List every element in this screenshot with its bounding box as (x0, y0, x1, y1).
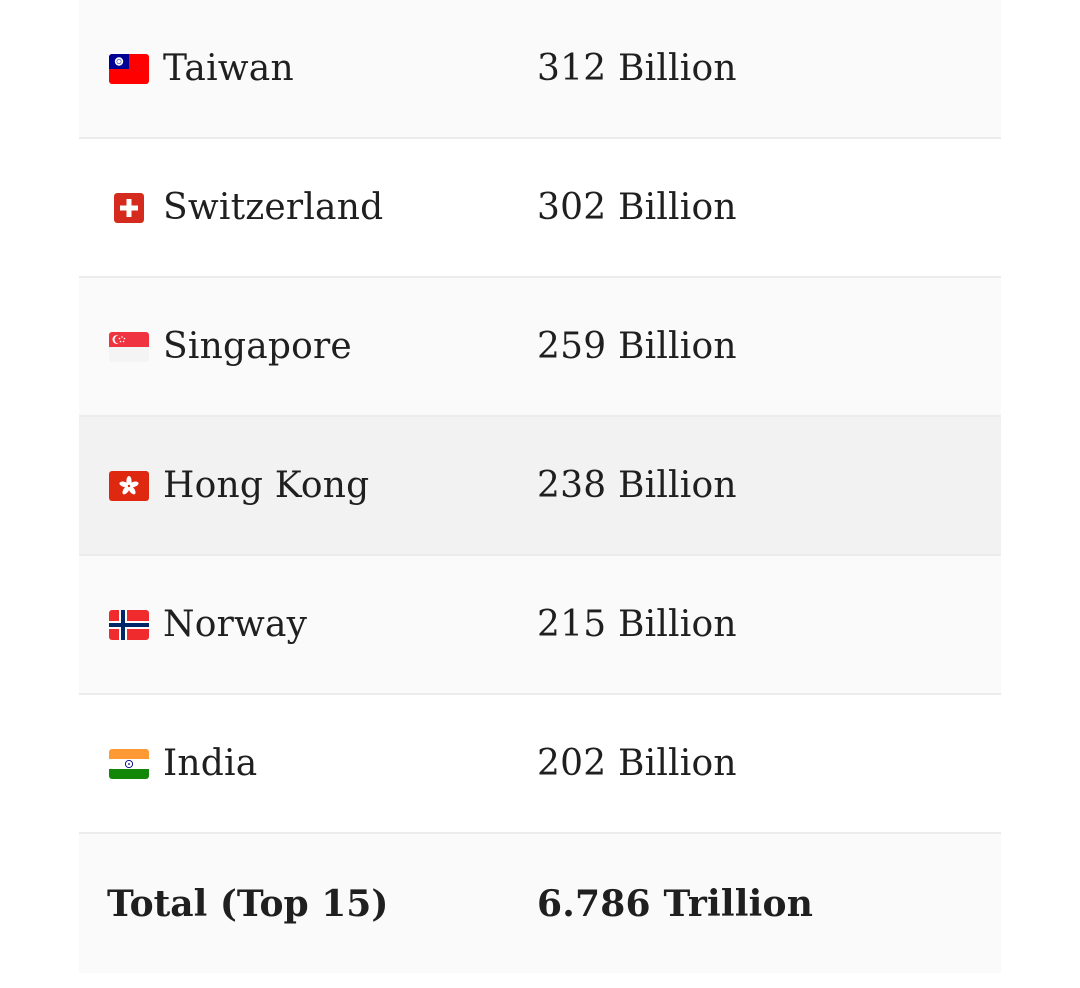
reserve-value: 302 Billion (537, 187, 737, 228)
table-row: Hong Kong 238 Billion (79, 417, 1001, 556)
country-name: Singapore (163, 326, 352, 367)
country-cell: Singapore (79, 326, 537, 367)
singapore-flag-icon (109, 331, 149, 362)
reserve-value: 202 Billion (537, 743, 737, 784)
reserve-value: 312 Billion (537, 48, 737, 89)
table-row: Switzerland 302 Billion (79, 139, 1001, 278)
india-flag-icon (109, 748, 149, 779)
total-label-cell: Total (Top 15) (79, 883, 537, 925)
country-cell: India (79, 743, 537, 784)
table-row: Norway 215 Billion (79, 556, 1001, 695)
table-row: Singapore 259 Billion (79, 278, 1001, 417)
total-label: Total (Top 15) (107, 882, 389, 925)
country-name: India (163, 743, 258, 784)
table-row: India 202 Billion (79, 695, 1001, 834)
country-name: Switzerland (163, 187, 384, 228)
norway-flag-icon (109, 609, 149, 640)
country-cell: Switzerland (79, 187, 537, 228)
total-row: Total (Top 15) 6.786 Trillion (79, 834, 1001, 973)
country-name: Taiwan (163, 48, 294, 89)
switzerland-flag-icon (114, 192, 144, 223)
total-value: 6.786 Trillion (537, 882, 814, 925)
reserves-table: Taiwan 312 Billion Switzerland 302 Billi… (79, 0, 1001, 973)
table-row: Taiwan 312 Billion (79, 0, 1001, 139)
country-cell: Hong Kong (79, 465, 537, 506)
country-name: Norway (163, 604, 308, 645)
reserve-value: 215 Billion (537, 604, 737, 645)
country-cell: Taiwan (79, 48, 537, 89)
country-cell: Norway (79, 604, 537, 645)
country-name: Hong Kong (163, 465, 370, 506)
reserve-value: 238 Billion (537, 465, 737, 506)
reserve-value: 259 Billion (537, 326, 737, 367)
taiwan-flag-icon (109, 53, 149, 84)
hong-kong-flag-icon (109, 470, 149, 501)
